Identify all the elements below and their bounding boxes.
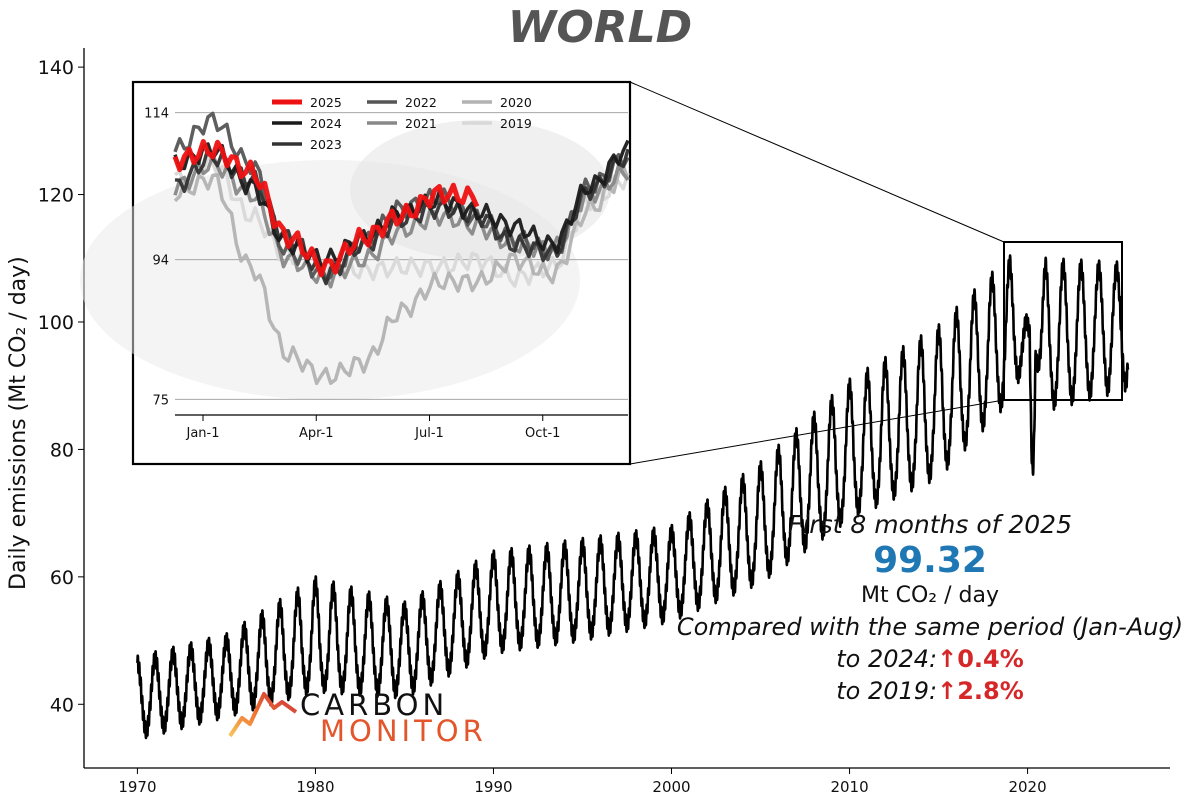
inset-series-2019	[174, 154, 630, 288]
row-2024-label: to 2024:	[836, 645, 938, 673]
summary-compare: Compared with the same period (Jan-Aug)	[676, 613, 1184, 641]
inset-x-tick-label: Jan-1	[185, 426, 219, 441]
inset-x-tick-label: Apr-1	[299, 426, 334, 441]
series-line-world	[136, 254, 1130, 740]
inset-x-tick-label: Jul-1	[414, 426, 444, 441]
y-tick-label: 140	[38, 57, 74, 79]
inset-legend-label-2024: 2024	[310, 116, 342, 131]
x-tick-label: 2010	[830, 778, 868, 796]
inset-y-tick-label: 114	[144, 107, 169, 122]
summary-row-2024: to 2024:↑0.4%	[650, 647, 1200, 671]
y-tick-label: 40	[50, 694, 74, 716]
x-tick-label: 2000	[652, 778, 690, 796]
y-tick-label: 60	[50, 567, 74, 589]
connector-line	[629, 81, 1005, 243]
summary-unit: Mt CO₂ / day	[861, 583, 999, 608]
x-tick-label: 1970	[118, 778, 156, 796]
row-2019-label: to 2019:	[836, 677, 938, 705]
inset-x-tick-label: Oct-1	[525, 426, 560, 441]
connector-line	[629, 399, 1005, 465]
inset-legend-label-2025: 2025	[310, 95, 342, 110]
inset-y-tick-label: 94	[152, 254, 169, 269]
inset-legend-label-2020: 2020	[500, 95, 532, 110]
logo-word-monitor: MONITOR	[320, 714, 487, 748]
row-2024-change: ↑0.4%	[937, 645, 1024, 673]
x-tick-label: 2020	[1008, 778, 1046, 796]
inset-series-2020	[173, 164, 630, 386]
inset-series-2025	[172, 139, 480, 278]
inset-legend-label-2022: 2022	[405, 95, 437, 110]
mountain-logo-icon	[228, 692, 298, 738]
y-tick-label: 80	[50, 439, 74, 461]
chart-title: WORLD	[507, 2, 693, 53]
x-tick-label: 1980	[296, 778, 334, 796]
inset-legend-label-2021: 2021	[405, 116, 437, 131]
summary-period: First 8 months of 2025	[787, 510, 1072, 539]
summary-panel: First 8 months of 2025 99.32 Mt CO₂ / da…	[650, 512, 1200, 711]
inset-legend-label-2023: 2023	[310, 137, 342, 152]
logo-word-carbon: CARBON	[300, 688, 449, 722]
y-tick-label: 120	[38, 185, 74, 207]
summary-row-2019: to 2019:↑2.8%	[650, 679, 1200, 703]
y-tick-label: 100	[38, 312, 74, 334]
x-tick-label: 1990	[474, 778, 512, 796]
row-2019-change: ↑2.8%	[937, 677, 1024, 705]
inset-y-tick-label: 75	[152, 393, 169, 408]
inset-legend-label-2019: 2019	[500, 116, 532, 131]
carbon-monitor-logo: CARBON MONITOR	[228, 684, 498, 748]
zoom-box	[1003, 241, 1123, 401]
summary-value: 99.32	[873, 540, 987, 581]
